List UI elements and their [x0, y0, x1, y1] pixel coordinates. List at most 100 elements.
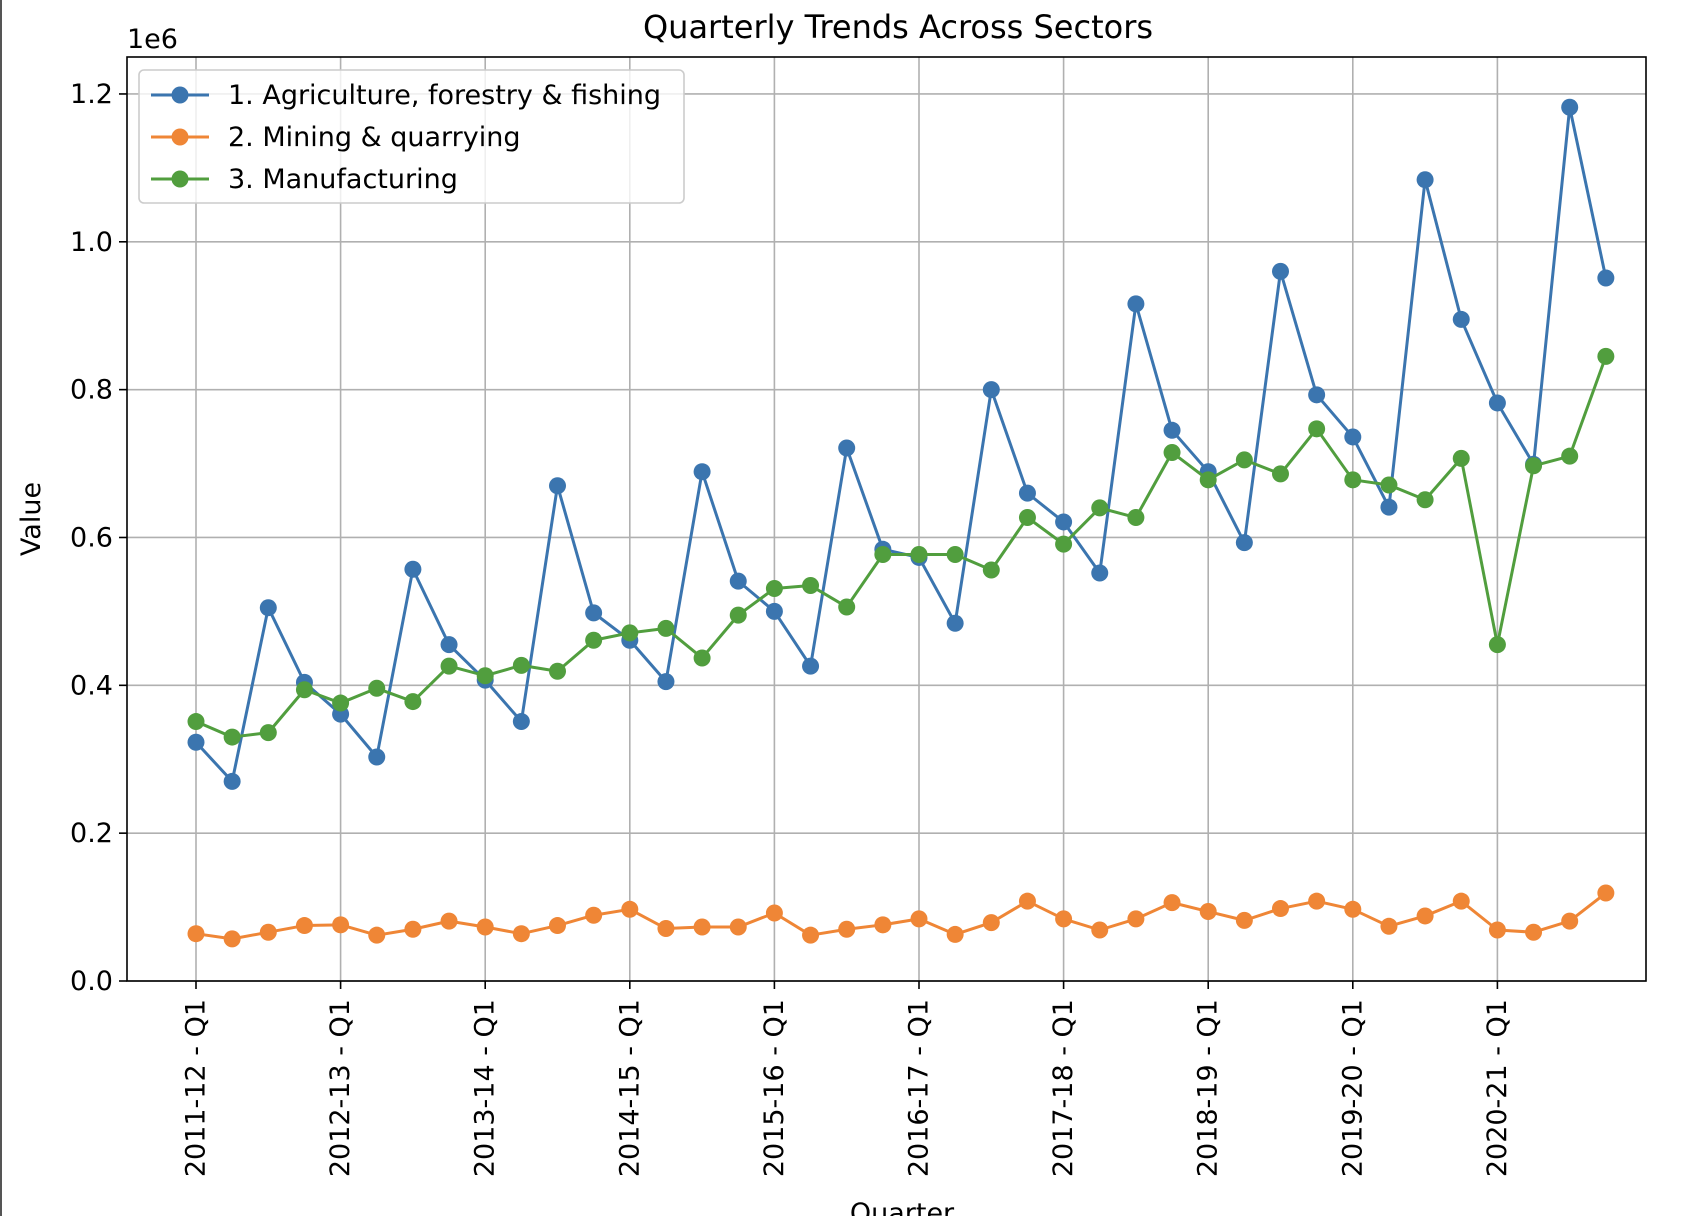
data-point	[910, 910, 928, 928]
data-point	[368, 926, 386, 944]
data-point	[657, 619, 675, 637]
data-point	[332, 916, 350, 934]
plot-area-frame	[126, 56, 1647, 982]
data-point	[802, 657, 820, 675]
data-point	[585, 604, 603, 622]
x-tick-label: 2013-14 - Q1	[470, 999, 501, 1177]
y-tick-label: 0.8	[70, 375, 113, 406]
x-tick-label: 2012-13 - Q1	[325, 999, 356, 1177]
data-point	[1380, 498, 1398, 516]
data-point	[1416, 171, 1434, 189]
x-tick-label: 2017-18 - Q1	[1048, 999, 1079, 1177]
data-point	[1127, 509, 1145, 527]
data-point	[621, 900, 639, 918]
data-point	[765, 602, 783, 620]
data-point	[1525, 457, 1543, 475]
data-point	[549, 477, 566, 495]
data-point	[1018, 892, 1036, 910]
data-point	[729, 606, 747, 624]
data-point	[1163, 443, 1181, 461]
x-tick-label: 2019-20 - Q1	[1337, 999, 1368, 1177]
data-point	[657, 673, 675, 691]
data-point	[1488, 636, 1506, 654]
data-point	[838, 439, 856, 457]
data-point	[802, 577, 820, 595]
data-point	[404, 920, 422, 938]
data-point	[549, 917, 566, 935]
data-point	[657, 920, 675, 938]
series-3	[187, 347, 1615, 746]
data-point	[1308, 386, 1326, 404]
data-point	[1344, 428, 1362, 446]
data-point	[368, 748, 386, 766]
legend-marker	[171, 128, 189, 146]
y-tick-label: 0.6	[70, 522, 113, 553]
data-point	[1272, 900, 1289, 918]
data-point	[259, 923, 277, 941]
x-tick-label: 2014-15 - Q1	[614, 999, 645, 1177]
y-tick-labels: 0.0 0.2 0.4 0.6 0.8 1.0 1.2	[70, 79, 113, 997]
data-point	[512, 925, 530, 943]
x-tick-label: 2018-19 - Q1	[1193, 999, 1224, 1177]
data-point	[1055, 535, 1073, 553]
data-point	[1561, 98, 1579, 116]
x-tick-label: 2016-17 - Q1	[904, 999, 935, 1177]
data-point	[1091, 499, 1109, 517]
data-point	[1597, 347, 1615, 365]
data-point	[982, 914, 1000, 932]
data-point	[1416, 491, 1434, 509]
data-point	[1127, 295, 1145, 313]
chart-title: Quarterly Trends Across Sectors	[643, 8, 1153, 46]
data-point	[1597, 269, 1615, 287]
data-point	[874, 916, 892, 934]
data-point	[476, 918, 494, 936]
data-point	[1488, 394, 1506, 412]
data-point	[549, 662, 566, 680]
data-point	[1272, 465, 1289, 483]
data-point	[368, 679, 386, 697]
data-point	[1380, 476, 1398, 494]
y-tick-label: 1.0	[70, 227, 113, 258]
data-point	[1235, 911, 1253, 929]
data-point	[1055, 513, 1073, 531]
data-point	[874, 545, 892, 563]
series-line	[195, 891, 1607, 941]
legend-item: 2. Mining & quarrying	[151, 122, 520, 153]
data-point	[585, 631, 603, 649]
data-point	[838, 920, 856, 938]
data-point	[802, 926, 820, 944]
legend-item: 1. Agriculture, forestry & fishing	[151, 80, 661, 111]
data-point	[729, 918, 747, 936]
data-point	[1199, 903, 1217, 921]
data-point	[621, 624, 639, 642]
data-point	[1163, 894, 1181, 912]
y-tick-label: 1.2	[70, 79, 113, 110]
x-tick-labels: 2011-12 - Q1 2012-13 - Q1 2013-14 - Q1 2014…	[181, 999, 1513, 1177]
data-point	[1235, 534, 1253, 552]
data-point	[1597, 884, 1615, 902]
series-line	[195, 355, 1608, 739]
data-point	[1163, 421, 1181, 439]
data-point	[1055, 910, 1073, 928]
data-point	[946, 545, 964, 563]
data-point	[585, 906, 603, 924]
data-point	[1525, 923, 1543, 941]
legend-label: 2. Mining & quarrying	[228, 122, 520, 153]
data-point	[440, 657, 458, 675]
data-point	[693, 918, 711, 936]
data-point	[440, 636, 458, 654]
data-point	[982, 561, 1000, 579]
data-point	[1091, 921, 1109, 939]
data-point	[729, 572, 747, 590]
data-point	[693, 463, 711, 481]
data-point	[476, 667, 494, 685]
data-point	[982, 381, 1000, 399]
data-point	[223, 772, 241, 790]
data-point	[1452, 310, 1470, 328]
legend-box	[138, 69, 685, 204]
data-point	[1561, 912, 1579, 930]
data-point	[1091, 564, 1109, 582]
legend: 1. Agriculture, forestry & fishing 2. Min…	[138, 69, 685, 204]
data-point	[1272, 262, 1289, 280]
